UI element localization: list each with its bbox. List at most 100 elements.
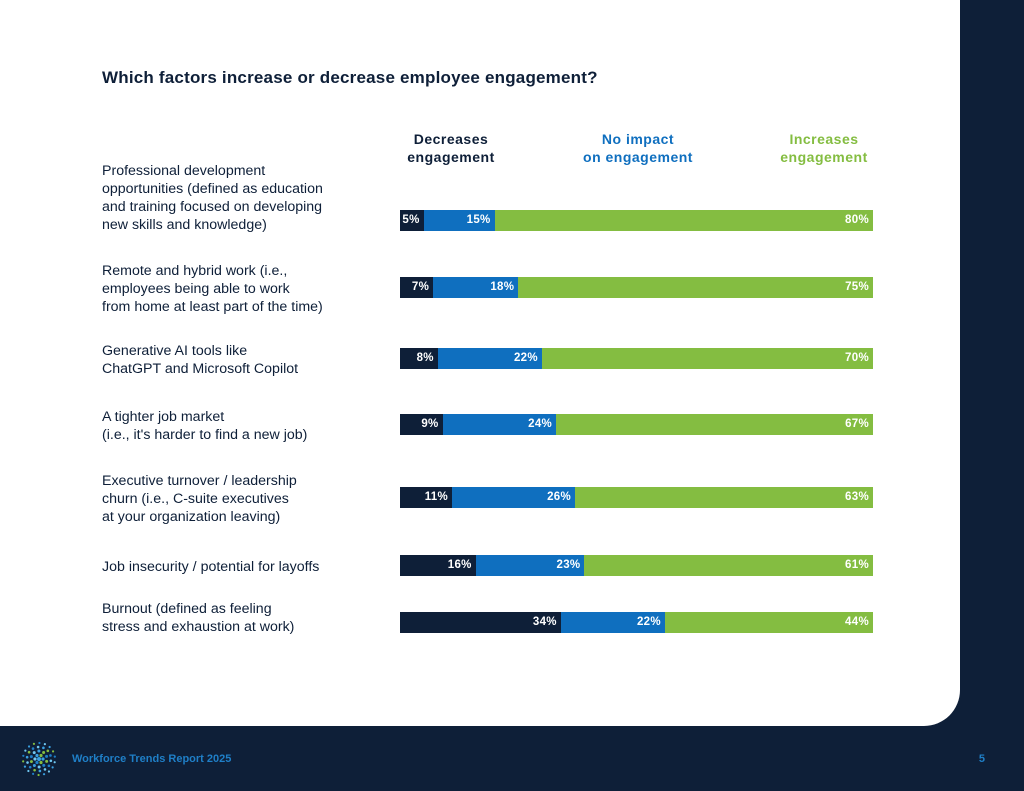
logo-dot (51, 766, 54, 769)
stacked-bar: 9% 24% 67% (400, 414, 873, 435)
row-label-line: opportunities (defined as education (102, 181, 323, 197)
data-label: 26% (547, 491, 571, 503)
logo-dot (37, 749, 41, 753)
data-label: 11% (424, 491, 449, 503)
bar-segment-no-impact: 24% (442, 414, 557, 435)
data-label: 75% (845, 281, 869, 293)
logo-dot (37, 765, 41, 769)
row-label-line: stress and exhaustion at work) (102, 619, 295, 635)
logo-dot (38, 741, 41, 745)
logo-dot (51, 750, 55, 753)
logo-dot (26, 761, 29, 764)
data-label: 22% (636, 616, 661, 628)
header-increases-line2: engagement (780, 149, 868, 165)
row-label-line: at your organization leaving) (102, 509, 281, 525)
bar-segment-no-impact: 15% (423, 210, 495, 231)
row-label: Generative AI tools like ChatGPT and Micr… (102, 342, 372, 378)
row-label-line: employees being able to work (102, 281, 290, 297)
stacked-bar: 8% 22% 70% (400, 348, 873, 369)
row-label-line: Job insecurity / potential for layoffs (102, 559, 320, 575)
bar-segment-decreases: 5% (400, 210, 424, 231)
logo-dot (47, 770, 51, 773)
row-label: Remote and hybrid work (i.e., employees b… (102, 262, 372, 316)
data-label: 7% (411, 281, 430, 293)
logo-dot (35, 760, 39, 765)
data-label: 22% (513, 352, 538, 364)
stacked-bar: 16% 23% 61% (400, 555, 873, 576)
data-label: 18% (490, 281, 515, 293)
logo-dot (49, 759, 53, 763)
logo-dot (41, 757, 45, 761)
logo-dot (46, 749, 50, 753)
row-label: Executive turnover / leadership churn (i.… (102, 472, 372, 526)
logo-dot (37, 757, 41, 761)
logo-dot (32, 764, 36, 768)
chart-title: Which factors increase or decrease emplo… (102, 68, 598, 87)
logo-dot (24, 749, 27, 752)
logo-dot (39, 760, 43, 765)
logo-dot (32, 742, 36, 745)
row-label-line: Burnout (defined as feeling (102, 601, 272, 617)
logo-dot (32, 751, 36, 755)
data-label: 34% (532, 616, 557, 628)
bar-segment-increases: 61% (584, 555, 873, 576)
header-decreases: Decreases engagement (371, 130, 531, 166)
logo-dot (29, 755, 33, 759)
logo-dot (29, 760, 33, 764)
row-label-line: from home at least part of the time) (102, 299, 323, 315)
logo-dot (45, 759, 49, 763)
bar-segment-decreases: 8% (400, 348, 438, 369)
bar-segment-increases: 80% (494, 210, 873, 231)
data-label: 16% (447, 559, 472, 571)
bar-segment-decreases: 7% (400, 277, 434, 298)
logo-icon (22, 741, 56, 777)
row-label-line: A tighter job market (102, 409, 225, 425)
bar-segment-no-impact: 22% (560, 612, 665, 633)
header-increases-line1: Increases (789, 131, 859, 147)
row-label-line: Remote and hybrid work (i.e., (102, 263, 288, 279)
bar-segment-no-impact: 18% (433, 277, 519, 298)
data-label: 61% (845, 559, 869, 571)
logo-dot (35, 753, 39, 758)
logo-dot (37, 773, 40, 777)
stacked-bar: 34% 22% 44% (400, 612, 873, 633)
header-decreases-line2: engagement (407, 149, 495, 165)
logo-dot (32, 772, 35, 775)
bar-segment-no-impact: 26% (452, 487, 575, 508)
header-no-impact-line1: No impact (601, 131, 675, 147)
header-no-impact-line2: on engagement (583, 149, 693, 165)
header-increases: Increases engagement (744, 130, 904, 166)
header-no-impact: No impact on engagement (558, 130, 718, 166)
logo-dot (33, 768, 36, 772)
stacked-bar: 7% 18% 75% (400, 277, 873, 298)
bar-segment-decreases: 16% (400, 555, 476, 576)
data-label: 8% (416, 352, 434, 364)
data-label: 9% (421, 418, 439, 430)
logo-dot (42, 773, 46, 776)
data-label: 23% (556, 559, 581, 571)
data-label: 5% (402, 214, 420, 226)
row-label: A tighter job market (i.e., it's harder t… (102, 408, 372, 444)
logo-dot (48, 745, 51, 749)
logo-dot (27, 745, 31, 748)
logo-dot (43, 768, 47, 771)
logo-dot (23, 765, 27, 768)
row-label: Professional development opportunities (d… (102, 162, 372, 234)
row-label-line: ChatGPT and Microsoft Copilot (102, 361, 299, 377)
data-label: 24% (528, 418, 553, 430)
logo-dot (45, 754, 49, 758)
data-label: 80% (845, 214, 869, 226)
row-label-line: churn (i.e., C-suite executives (102, 491, 289, 507)
logo-dot (31, 747, 35, 750)
bar-segment-decreases: 9% (400, 414, 443, 435)
stacked-bar: 5% 15% 80% (400, 210, 873, 231)
logo-dot (53, 761, 56, 764)
logo-dot (42, 763, 46, 767)
bar-segment-increases: 75% (518, 277, 873, 298)
logo-dot (28, 765, 32, 769)
bar-segment-no-impact: 23% (475, 555, 585, 576)
logo-dot (43, 743, 46, 746)
bar-segment-increases: 44% (664, 612, 873, 633)
bar-segment-increases: 70% (541, 348, 873, 369)
header-decreases-line1: Decreases (413, 131, 489, 147)
